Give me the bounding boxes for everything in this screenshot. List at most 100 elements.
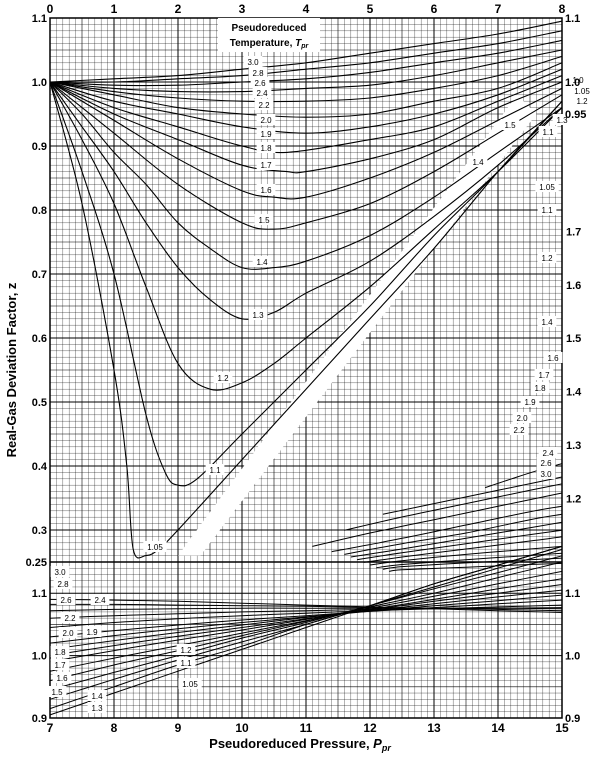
upper-right-curve-label-bg xyxy=(537,252,557,263)
upper-curve-label: 2.2 xyxy=(258,101,270,110)
lower-curve-label: 3.0 xyxy=(54,568,66,577)
upper-curve-label: 1.7 xyxy=(260,161,272,170)
upper-right-curve-label-bg xyxy=(538,126,558,137)
upper-curve-label: 1.4 xyxy=(256,258,268,267)
curve-tpr-2-6 xyxy=(49,39,563,87)
curve-tpr-1-5 xyxy=(49,81,563,230)
curve-tpr-2-2 xyxy=(49,55,563,103)
upper-curve-label-bg xyxy=(256,142,276,153)
curve-labels: 3.02.82.62.42.22.01.91.81.71.61.51.41.31… xyxy=(47,56,594,713)
lower-curve-label: 1.3 xyxy=(91,704,103,713)
upper-curve-label-bg xyxy=(205,464,225,475)
curve-tpr-1-8 xyxy=(49,75,563,154)
upper-right-curve-label: 1.5 xyxy=(504,121,516,130)
right-curve-tpr-1-9 xyxy=(357,529,563,561)
bottom-x-tick-label: 13 xyxy=(427,721,441,735)
curve-tpr-1-1 xyxy=(49,81,563,487)
upper-right-curve-label: 1.8 xyxy=(534,384,546,393)
upper-curve-label: 1.8 xyxy=(260,144,272,153)
upper-curve-label: 2.6 xyxy=(254,79,266,88)
upper-left-y-tick-label: 1.1 xyxy=(32,13,47,25)
upper-left-y-tick-label: 0.25 xyxy=(26,557,47,569)
lower-center-curve-label: 1.1 xyxy=(180,659,192,668)
upper-right-curve-label: 1.05 xyxy=(539,183,555,192)
lower-left-y-tick-label: 0.9 xyxy=(32,713,47,725)
upper-curve-label: 1.5 xyxy=(258,216,270,225)
upper-curve-label: 1.05 xyxy=(147,543,163,552)
curve-tpr-1-9 xyxy=(49,68,563,134)
upper-curve-label-bg xyxy=(143,541,167,552)
curve-tpr-1-7 xyxy=(49,81,563,174)
right-curve-tpr-2-6 xyxy=(382,557,563,570)
upper-curve-label-bg xyxy=(248,67,268,78)
bottom-x-tick-label: 10 xyxy=(235,721,249,735)
upper-right-y-tick-label: 1.0 xyxy=(565,77,580,89)
bottom-x-tick-label: 11 xyxy=(300,721,313,735)
lower-curve-label-bg xyxy=(56,594,76,605)
upper-curve-label-bg xyxy=(256,128,276,139)
right-curve-tpr-2-2 xyxy=(369,545,563,566)
lower-curve-tpr-1-2 xyxy=(49,549,563,700)
upper-right-curve-label: 1.1 xyxy=(541,206,553,215)
right-curve-tpr-2-4 xyxy=(376,552,563,569)
upper-curve-label-bg xyxy=(254,99,274,110)
lower-curve-label: 2.0 xyxy=(62,629,74,638)
lower-curve-label-bg xyxy=(53,578,73,589)
upper-right-curve-label: 1.4 xyxy=(472,158,484,167)
upper-left-y-tick-label: 0.9 xyxy=(32,141,47,153)
upper-curve-label-bg xyxy=(254,214,274,225)
upper-right-curve-label: 1.2 xyxy=(541,254,553,263)
bottom-x-tick-label: 8 xyxy=(111,721,118,735)
lower-curve-label-bg xyxy=(50,566,70,577)
lower-curve-label: 1.6 xyxy=(56,674,68,683)
upper-right-curve-label-bg xyxy=(537,204,557,215)
lower-curve-label-bg xyxy=(82,626,102,637)
lower-curve-label-bg xyxy=(87,690,107,701)
lower-curve-tpr-3-0 xyxy=(49,598,563,613)
right-z-tick-label: 1.7 xyxy=(566,226,581,238)
upper-curve-label: 1.1 xyxy=(209,466,221,475)
lower-curve-tpr-1-3 xyxy=(49,555,563,691)
lower-curve-label: 1.9 xyxy=(86,628,98,637)
grid xyxy=(49,17,563,719)
right-curve-tpr-2-0 xyxy=(363,536,563,563)
bottom-x-tick-label: 15 xyxy=(555,721,569,735)
lower-center-curve-label-bg xyxy=(176,657,196,668)
curve-tpr-3-0 xyxy=(49,20,563,83)
lower-curve-label: 1.4 xyxy=(91,692,103,701)
y-axis-title: Real-Gas Deviation Factor, z xyxy=(4,282,19,457)
upper-right-curve-label: 1.05 xyxy=(574,87,590,96)
lower-right-y-tick-label: 0.9 xyxy=(565,713,580,725)
right-curve-tpr-1-2 xyxy=(344,483,563,531)
lower-curve-tpr-2-6 xyxy=(49,607,563,612)
upper-right-curve-label-bg xyxy=(530,382,550,393)
upper-curve-label: 2.8 xyxy=(252,69,264,78)
upper-curve-label: 2.4 xyxy=(256,89,268,98)
upper-curve-label-bg xyxy=(256,184,276,195)
top-x-tick-label: 6 xyxy=(431,2,438,16)
upper-curve-label-bg xyxy=(243,56,263,67)
upper-right-curve-label: 2.0 xyxy=(516,414,528,423)
upper-curve-label-bg xyxy=(213,372,233,383)
lower-curve-label-bg xyxy=(90,594,110,605)
upper-curve-label: 1.2 xyxy=(217,374,229,383)
lower-left-y-tick-label: 1.1 xyxy=(32,588,47,600)
upper-right-curve-label: 1.1 xyxy=(542,128,554,137)
upper-left-y-tick-label: 0.5 xyxy=(32,397,47,409)
x-axis-title: Pseudoreduced Pressure, Ppr xyxy=(209,736,391,753)
top-x-tick-label: 3 xyxy=(239,2,246,16)
upper-right-curve-label: 2.4 xyxy=(542,449,554,458)
upper-right-curve-label-bg xyxy=(570,85,594,96)
upper-right-curve-label-bg xyxy=(468,156,488,167)
lower-curve-tpr-1-9 xyxy=(49,594,563,644)
upper-right-curve-label-bg xyxy=(520,396,540,407)
right-curve-tpr-1-8 xyxy=(350,521,563,558)
lower-curve-label: 1.7 xyxy=(54,661,66,670)
upper-left-y-tick-label: 0.3 xyxy=(32,525,47,537)
right-z-tick-label: 1.4 xyxy=(566,387,582,399)
upper-right-curve-label-bg xyxy=(543,352,563,363)
upper-right-curve-label: 1.3 xyxy=(556,116,568,125)
top-x-tick-label: 7 xyxy=(495,2,502,16)
lower-curve-label-bg xyxy=(47,686,67,697)
